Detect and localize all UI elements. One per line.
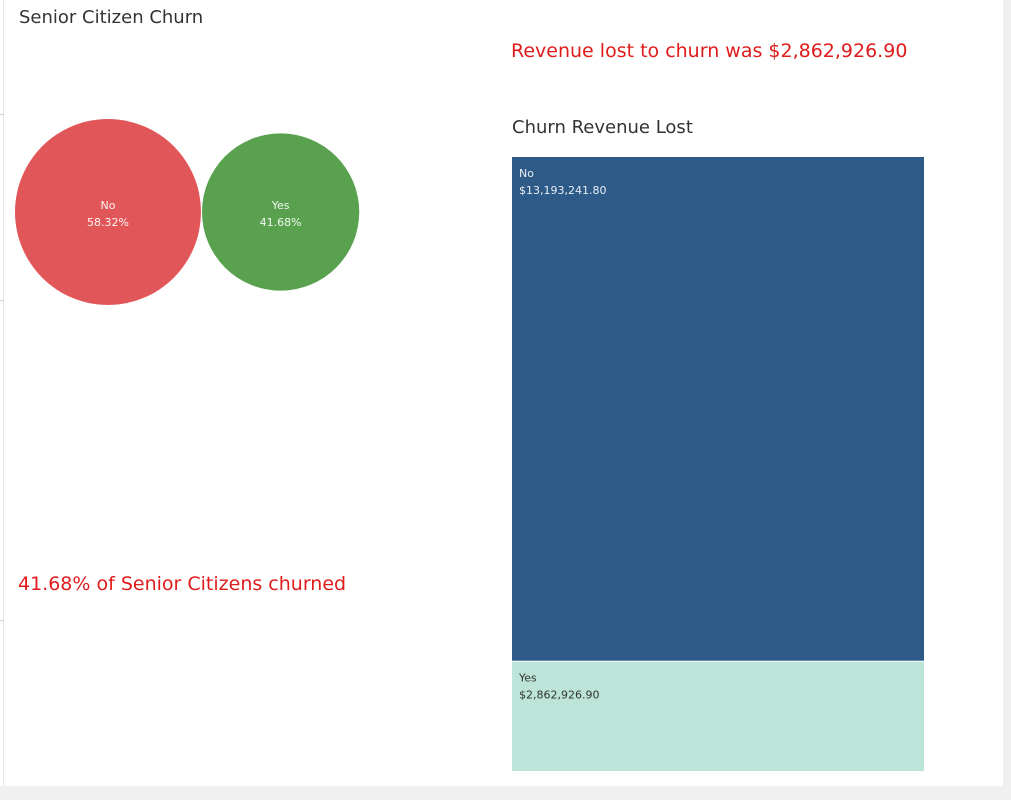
treemap-cell-no[interactable] [512,157,924,661]
bubble-chart: No 58.32% Yes 41.68% [15,119,360,305]
treemap-label-yes: Yes [518,672,537,685]
panel-edge [3,0,4,786]
senior-churn-summary: 41.68% of Senior Citizens churned [18,573,347,595]
revenue-lost-summary: Revenue lost to churn was $2,862,926.90 [511,40,908,62]
bubble-value-yes: 41.68% [260,216,302,229]
treemap-value-yes: $2,862,926.90 [519,689,599,702]
bubble-label-yes: Yes [271,199,290,212]
bubble-yes[interactable] [202,133,360,291]
treemap-chart: No $13,193,241.80 Yes $2,862,926.90 [512,157,924,771]
edge-tick [0,114,4,115]
edge-tick [0,300,4,301]
bubble-value-no: 58.32% [87,216,129,229]
treemap-title: Churn Revenue Lost [512,117,693,138]
bubble-no[interactable] [15,119,201,305]
dashboard: Senior Citizen Churn Revenue lost to chu… [0,0,1003,786]
treemap-cell-yes[interactable] [512,661,924,771]
treemap-label-no: No [519,167,534,180]
edge-tick [0,620,4,621]
treemap-value-no: $13,193,241.80 [519,184,606,197]
bubble-chart-title: Senior Citizen Churn [19,7,204,28]
bubble-label-no: No [101,199,116,212]
